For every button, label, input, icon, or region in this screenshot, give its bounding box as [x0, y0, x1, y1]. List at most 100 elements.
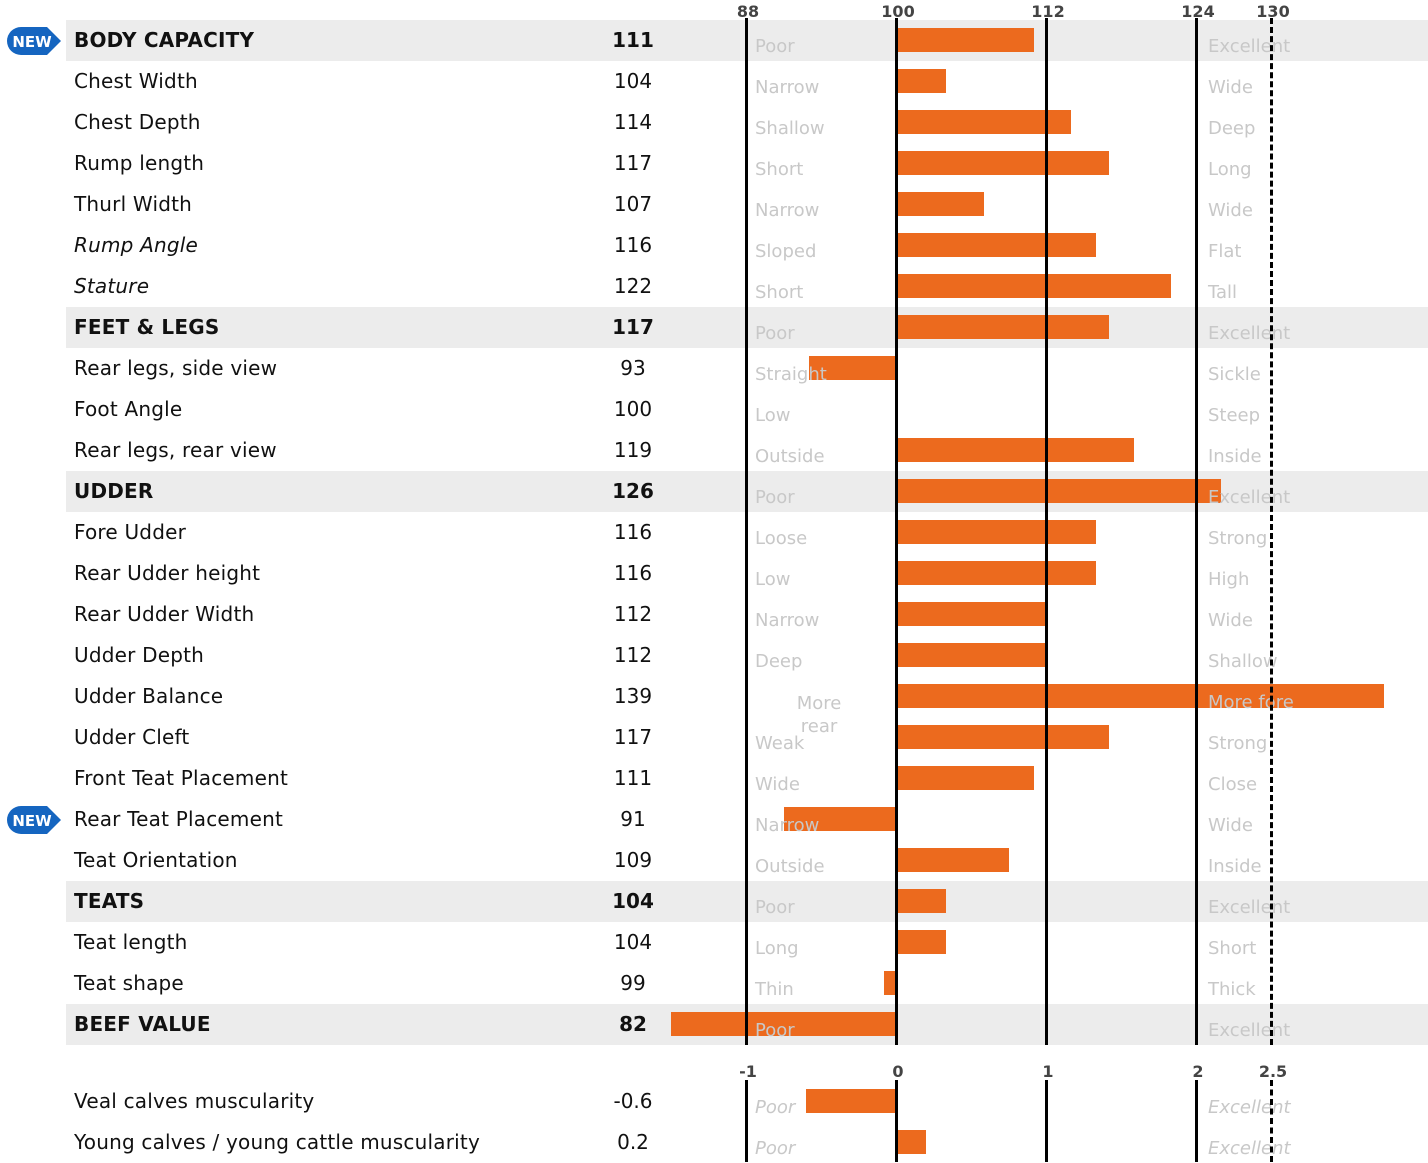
trait-value: 117	[613, 151, 653, 175]
low-descriptor: Sloped	[755, 241, 817, 262]
value-bar	[671, 1012, 896, 1036]
new-badge-icon: NEW	[7, 27, 61, 55]
high-descriptor: More fore	[1208, 692, 1294, 713]
high-descriptor: Inside	[1208, 446, 1262, 467]
axis-tick-label: 130	[1256, 2, 1290, 21]
trait-value: 116	[613, 561, 653, 585]
trait-value: -0.6	[613, 1089, 653, 1113]
reference-line	[895, 1080, 898, 1162]
trait-value: 82	[619, 1012, 647, 1036]
new-badge-text: NEW	[12, 812, 52, 830]
value-bar	[896, 1130, 926, 1154]
low-descriptor: More rear	[796, 693, 842, 737]
trait-label: Stature	[74, 274, 150, 298]
low-descriptor: Poor	[755, 487, 795, 508]
value-bar	[883, 971, 896, 995]
trait-value: 122	[613, 274, 653, 298]
trait-label: Teat Orientation	[74, 848, 238, 872]
trait-value: 126	[612, 479, 654, 503]
value-bar	[896, 766, 1034, 790]
high-descriptor: Wide	[1208, 610, 1253, 631]
value-bar	[896, 930, 946, 954]
high-descriptor: Excellent	[1208, 36, 1291, 57]
trait-value: 104	[613, 69, 653, 93]
value-bar	[783, 807, 896, 831]
value-bar	[896, 438, 1134, 462]
low-descriptor: Low	[755, 405, 791, 426]
high-descriptor: Excellent	[1208, 1097, 1291, 1118]
low-descriptor: Poor	[755, 36, 795, 57]
trait-value: 112	[613, 602, 653, 626]
reference-line	[1045, 1080, 1048, 1162]
low-descriptor: Outside	[755, 856, 825, 877]
value-bar	[896, 602, 1046, 626]
low-descriptor: Low	[755, 569, 791, 590]
reference-line	[1195, 18, 1198, 1045]
value-bar	[808, 356, 896, 380]
trait-label: Front Teat Placement	[74, 766, 288, 790]
high-descriptor: Deep	[1208, 118, 1256, 139]
trait-value: 117	[612, 315, 654, 339]
trait-label: Veal calves muscularity	[74, 1089, 315, 1113]
trait-label: Rump length	[74, 151, 205, 175]
section-heading: BODY CAPACITY	[74, 28, 255, 52]
high-descriptor: Inside	[1208, 856, 1262, 877]
high-descriptor: Wide	[1208, 815, 1253, 836]
axis-tick-label: 2.5	[1258, 1062, 1288, 1081]
trait-value: 93	[620, 356, 646, 380]
reference-line	[895, 18, 898, 1045]
low-descriptor: Narrow	[755, 200, 820, 221]
trait-label: Chest Depth	[74, 110, 201, 134]
low-descriptor: Straight	[755, 364, 827, 385]
section-heading: TEATS	[74, 889, 145, 913]
value-bar	[896, 479, 1221, 503]
low-descriptor: Narrow	[755, 77, 820, 98]
low-descriptor: Narrow	[755, 815, 820, 836]
value-bar	[896, 192, 984, 216]
section-heading: FEET & LEGS	[74, 315, 220, 339]
high-descriptor: High	[1208, 569, 1250, 590]
trait-value: 117	[613, 725, 653, 749]
high-descriptor: Strong	[1208, 733, 1268, 754]
new-badge-icon: NEW	[7, 806, 61, 834]
axis-tick-label: 112	[1031, 2, 1065, 21]
trait-label: Thurl Width	[74, 192, 193, 216]
low-descriptor: Loose	[755, 528, 808, 549]
low-descriptor: Poor	[755, 1020, 795, 1041]
low-descriptor: Outside	[755, 446, 825, 467]
high-descriptor: Strong	[1208, 528, 1268, 549]
trait-value: 139	[613, 684, 653, 708]
axis-tick-label: 88	[736, 2, 760, 21]
low-descriptor: Weak	[755, 733, 805, 754]
value-bar	[896, 643, 1046, 667]
low-descriptor: Long	[755, 938, 799, 959]
low-descriptor: Poor	[755, 323, 795, 344]
trait-label: Young calves / young cattle muscularity	[74, 1130, 480, 1154]
reference-line	[1045, 18, 1048, 1045]
value-bar	[896, 151, 1109, 175]
target-dashed-line	[1270, 18, 1273, 1045]
low-descriptor: Poor	[755, 897, 795, 918]
value-bar	[896, 69, 946, 93]
trait-label: Udder Depth	[74, 643, 205, 667]
value-bar	[896, 889, 946, 913]
value-bar	[896, 315, 1109, 339]
high-descriptor: Excellent	[1208, 323, 1291, 344]
low-descriptor: Deep	[755, 651, 803, 672]
trait-value: 0.2	[617, 1130, 649, 1154]
reference-line	[745, 1080, 748, 1162]
section-heading: UDDER	[74, 479, 154, 503]
value-bar	[896, 110, 1071, 134]
trait-value: 112	[613, 643, 653, 667]
trait-label: Rear legs, rear view	[74, 438, 277, 462]
low-descriptor: Short	[755, 282, 804, 303]
high-descriptor: Excellent	[1208, 1020, 1291, 1041]
value-bar	[896, 848, 1009, 872]
low-descriptor: Poor	[755, 1097, 796, 1118]
new-badge-text: NEW	[12, 33, 52, 51]
high-descriptor: Shallow	[1208, 651, 1278, 672]
value-bar	[896, 684, 1384, 708]
trait-label: Udder Balance	[74, 684, 224, 708]
low-descriptor: Shallow	[755, 118, 825, 139]
high-descriptor: Steep	[1208, 405, 1261, 426]
